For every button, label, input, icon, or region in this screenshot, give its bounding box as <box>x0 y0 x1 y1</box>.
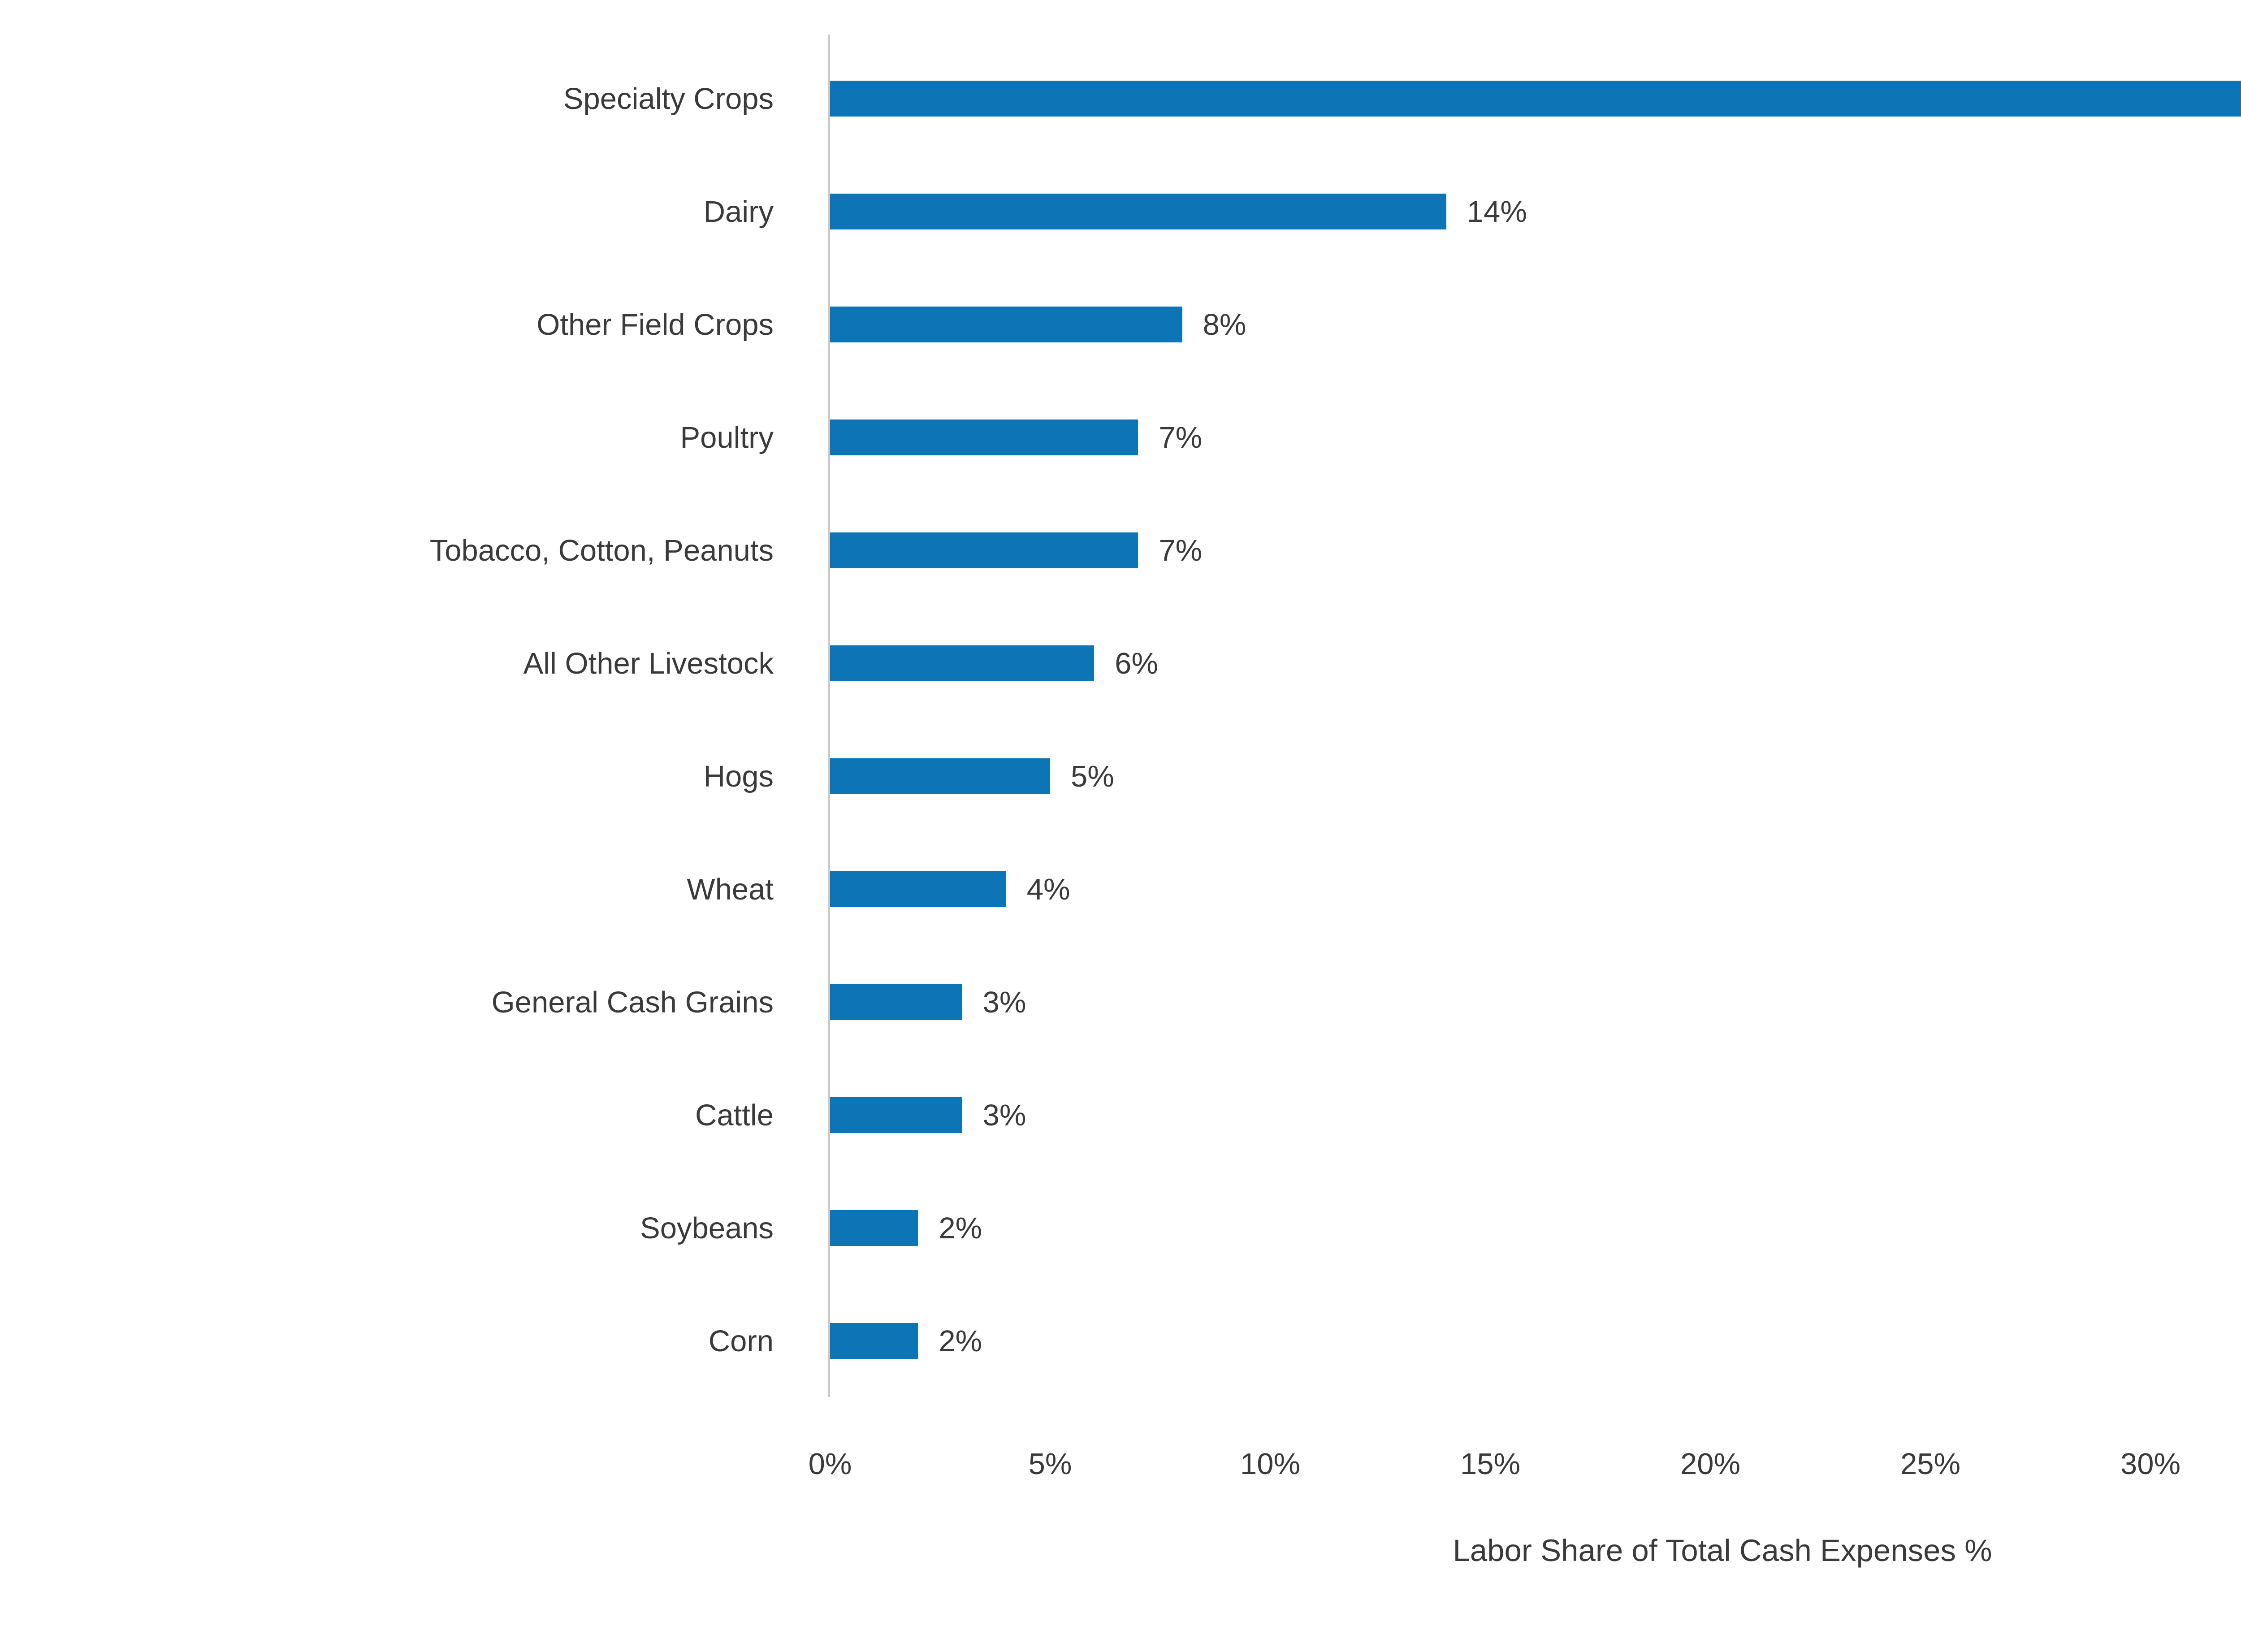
category-label: Specialty Crops <box>563 82 774 116</box>
category-label: Corn <box>708 1324 774 1358</box>
value-label: 2% <box>939 1211 982 1245</box>
chart-row: Dairy 14% <box>0 155 2241 268</box>
value-label: 14% <box>1467 195 1527 229</box>
chart-row: Tobacco, Cotton, Peanuts 7% <box>0 494 2241 607</box>
value-label: 6% <box>1115 646 1159 680</box>
chart-row: Cattle 3% <box>0 1059 2241 1172</box>
chart-row: Poultry 7% <box>0 381 2241 494</box>
bar <box>830 1097 962 1133</box>
category-label: Tobacco, Cotton, Peanuts <box>429 533 774 567</box>
value-label: 4% <box>1026 872 1070 906</box>
category-label: Soybeans <box>640 1211 774 1245</box>
y-axis-line <box>828 35 830 1397</box>
category-label: All Other Livestock <box>523 646 774 680</box>
category-label: Other Field Crops <box>536 307 774 342</box>
x-tick-label: 15% <box>1460 1447 1521 1481</box>
chart-row: Other Field Crops 8% <box>0 268 2241 381</box>
x-axis-title: Labor Share of Total Cash Expenses % <box>1453 1533 1992 1568</box>
x-axis-ticks: 0% 5% 10% 15% 20% 25% 30% <box>0 1447 2241 1487</box>
bar <box>830 984 962 1020</box>
x-tick-label: 30% <box>2120 1447 2181 1481</box>
x-tick-label: 0% <box>808 1447 852 1481</box>
chart-rows: Specialty Crops38% Dairy 14% Other Field Cr… <box>0 42 2241 1397</box>
category-label: Dairy <box>703 195 774 229</box>
bar <box>830 871 1006 907</box>
value-label: 7% <box>1159 420 1203 454</box>
category-label: Hogs <box>703 759 774 793</box>
x-tick-label: 25% <box>1900 1447 1961 1481</box>
bar <box>830 1210 918 1246</box>
bar <box>830 532 1138 568</box>
bar <box>830 1323 918 1359</box>
chart-row: Wheat 4% <box>0 833 2241 946</box>
chart-row: Specialty Crops38% <box>0 42 2241 155</box>
chart-row: All Other Livestock 6% <box>0 607 2241 720</box>
x-tick-label: 10% <box>1240 1447 1301 1481</box>
category-label: General Cash Grains <box>491 985 774 1019</box>
category-label: Cattle <box>695 1098 774 1132</box>
chart-row: General Cash Grains 3% <box>0 946 2241 1059</box>
value-label: 3% <box>982 1098 1026 1132</box>
x-tick-label: 20% <box>1680 1447 1741 1481</box>
chart-row: Soybeans 2% <box>0 1172 2241 1284</box>
value-label: 5% <box>1071 759 1114 793</box>
value-label: 8% <box>1203 307 1246 342</box>
chart-row: Corn 2% <box>0 1284 2241 1397</box>
value-label: 7% <box>1159 533 1203 567</box>
x-tick-label: 5% <box>1028 1447 1072 1481</box>
bar <box>830 645 1095 681</box>
bar <box>830 419 1138 455</box>
category-label: Poultry <box>680 420 774 454</box>
bar <box>830 81 2241 117</box>
category-label: Wheat <box>687 872 774 906</box>
chart-row: Hogs 5% <box>0 720 2241 833</box>
value-label: 3% <box>982 985 1026 1019</box>
bar <box>830 758 1050 794</box>
bar <box>830 194 1446 229</box>
value-label: 2% <box>939 1324 982 1358</box>
bar <box>830 307 1182 342</box>
